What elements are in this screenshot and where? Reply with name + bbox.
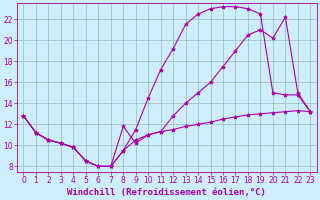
X-axis label: Windchill (Refroidissement éolien,°C): Windchill (Refroidissement éolien,°C) (68, 188, 266, 197)
